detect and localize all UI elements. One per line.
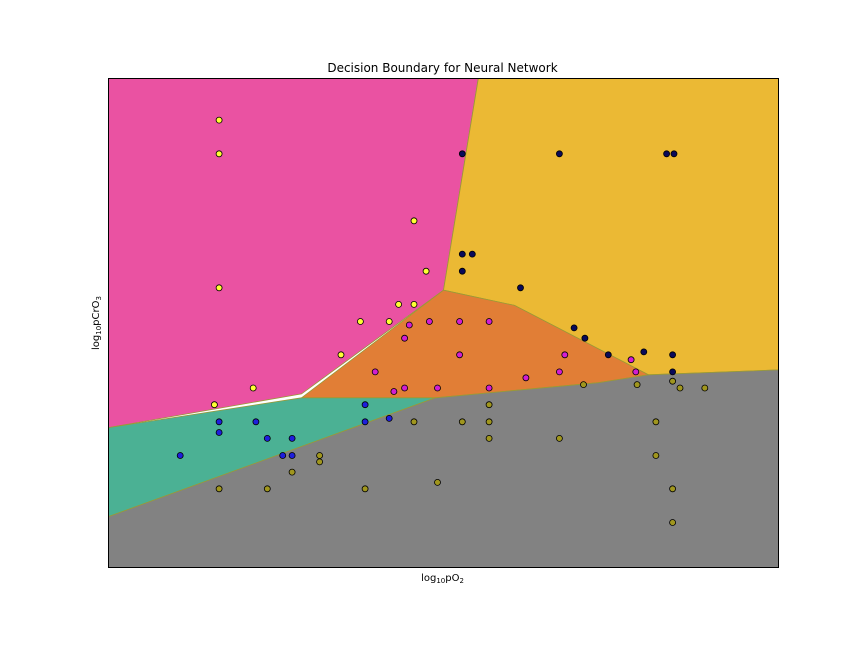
point-olive-points-12 — [652, 452, 660, 459]
point-blue-points-7 — [385, 414, 393, 422]
point-magenta-points-11 — [522, 374, 530, 382]
point-navy-points-11 — [640, 348, 648, 356]
x-axis-label: log10pO2 — [421, 573, 464, 585]
y-axis-label-subscript: 3 — [95, 296, 103, 300]
point-magenta-points-12 — [390, 388, 398, 395]
point-yellow-points-11 — [337, 351, 345, 359]
point-olive-points-8 — [669, 377, 676, 385]
x-axis-label-prefix: log — [421, 573, 436, 584]
point-magenta-points-5 — [456, 351, 464, 359]
point-olive-points-15 — [288, 468, 296, 476]
point-blue-points-2 — [252, 418, 260, 426]
point-olive-points-1 — [458, 418, 466, 426]
point-magenta-points-8 — [556, 368, 563, 376]
decision-regions — [108, 78, 779, 568]
point-blue-points-5 — [361, 401, 369, 409]
x-axis-label-base: 10 — [436, 577, 445, 585]
point-olive-points-18 — [361, 485, 369, 493]
point-olive-points-2 — [485, 401, 493, 409]
point-yellow-points-4 — [210, 401, 218, 409]
point-magenta-points-14 — [434, 384, 441, 392]
point-olive-points-19 — [434, 478, 441, 486]
point-yellow-points-7 — [395, 300, 403, 308]
point-blue-points-4 — [288, 434, 296, 442]
point-navy-points-3 — [670, 150, 678, 158]
point-navy-points-10 — [604, 351, 612, 359]
point-navy-points-0 — [458, 150, 466, 158]
point-navy-points-13 — [669, 368, 676, 376]
point-olive-points-10 — [701, 384, 709, 392]
point-olive-points-6 — [580, 381, 587, 389]
point-magenta-points-15 — [485, 384, 493, 392]
point-navy-points-12 — [669, 351, 676, 359]
point-olive-points-21 — [669, 519, 676, 526]
point-olive-points-20 — [669, 485, 676, 493]
point-navy-points-6 — [458, 267, 466, 275]
point-blue-points-10 — [288, 452, 296, 459]
point-blue-points-9 — [279, 452, 287, 459]
data-points — [176, 116, 709, 526]
point-yellow-points-6 — [422, 267, 430, 275]
y-axis-label-prefix: log — [91, 335, 102, 350]
x-axis-label-main: pO — [445, 573, 459, 584]
point-magenta-points-10 — [632, 368, 640, 376]
x-axis-label-subscript: 2 — [459, 577, 463, 585]
point-yellow-points-9 — [356, 318, 364, 325]
point-olive-points-3 — [485, 418, 493, 426]
point-navy-points-7 — [517, 284, 524, 292]
point-olive-points-4 — [485, 434, 493, 442]
point-blue-points-3 — [263, 434, 271, 442]
point-blue-points-8 — [176, 452, 184, 459]
point-yellow-points-10 — [385, 318, 393, 325]
point-blue-points-6 — [361, 418, 369, 426]
point-blue-points-0 — [215, 418, 223, 426]
point-yellow-points-3 — [249, 384, 257, 392]
y-axis-label: log10pCrO3 — [91, 296, 103, 350]
point-olive-points-11 — [652, 418, 660, 426]
point-magenta-points-2 — [456, 318, 464, 325]
point-navy-points-8 — [570, 324, 578, 332]
point-olive-points-9 — [676, 384, 684, 392]
point-magenta-points-3 — [485, 318, 493, 325]
point-navy-points-1 — [556, 150, 563, 158]
point-magenta-points-0 — [405, 321, 413, 329]
point-yellow-points-1 — [215, 150, 223, 158]
y-axis-label-main: pCrO — [91, 300, 102, 325]
point-olive-points-0 — [410, 418, 418, 426]
point-navy-points-5 — [468, 250, 476, 258]
point-yellow-points-5 — [410, 217, 418, 225]
y-axis-label-base: 10 — [95, 326, 103, 335]
point-magenta-points-13 — [401, 384, 409, 392]
point-yellow-points-0 — [215, 116, 223, 124]
point-olive-points-17 — [263, 485, 271, 493]
plot-frame — [108, 78, 779, 568]
chart-title: Decision Boundary for Neural Network — [327, 61, 557, 75]
point-magenta-points-4 — [401, 334, 409, 342]
point-magenta-points-6 — [371, 368, 379, 376]
point-olive-points-5 — [556, 434, 563, 442]
point-navy-points-9 — [581, 334, 589, 342]
point-magenta-points-9 — [627, 356, 635, 364]
point-yellow-points-2 — [215, 284, 223, 292]
point-magenta-points-1 — [425, 318, 433, 325]
point-olive-points-14 — [316, 458, 324, 466]
point-olive-points-7 — [633, 381, 641, 389]
point-magenta-points-7 — [561, 351, 569, 359]
point-blue-points-1 — [215, 429, 223, 436]
point-yellow-points-8 — [410, 300, 418, 308]
point-navy-points-2 — [663, 150, 670, 158]
point-olive-points-16 — [215, 485, 223, 493]
point-navy-points-4 — [458, 250, 466, 258]
point-olive-points-13 — [316, 452, 324, 459]
